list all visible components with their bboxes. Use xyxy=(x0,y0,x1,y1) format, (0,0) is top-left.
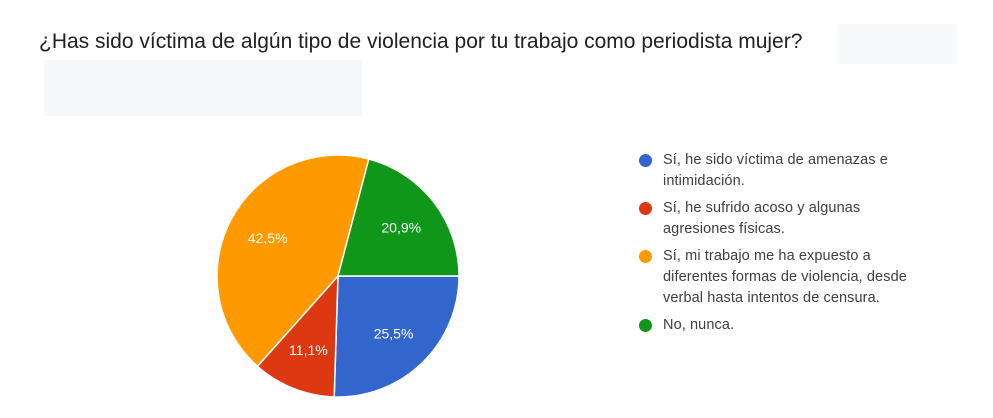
legend-dot-icon xyxy=(639,154,652,167)
redacted-area xyxy=(838,24,958,64)
slice-label-amenazas: 25,5% xyxy=(374,325,414,341)
legend-item-acoso[interactable]: Sí, he sufrido acoso y algunas agresione… xyxy=(639,198,949,240)
legend-item-violencia[interactable]: Sí, mi trabajo me ha expuesto a diferent… xyxy=(639,246,949,309)
slice-label-violencia: 42,5% xyxy=(248,230,288,246)
slice-label-acoso: 11,1% xyxy=(289,342,328,358)
chart-legend: Sí, he sido víctima de amenazas e intimi… xyxy=(639,150,949,342)
legend-dot-icon xyxy=(639,202,652,215)
legend-label: No, nunca. xyxy=(663,317,735,333)
legend-label: Sí, mi trabajo me ha expuesto a diferent… xyxy=(663,248,907,306)
legend-label: Sí, he sido víctima de amenazas e intimi… xyxy=(663,152,888,189)
legend-item-amenazas[interactable]: Sí, he sido víctima de amenazas e intimi… xyxy=(639,150,949,192)
chart-title: ¿Has sido víctima de algún tipo de viole… xyxy=(39,30,803,53)
legend-dot-icon xyxy=(639,319,652,332)
pie-slice-violencia[interactable] xyxy=(216,154,370,368)
legend-dot-icon xyxy=(639,250,652,263)
legend-label: Sí, he sufrido acoso y algunas agresione… xyxy=(663,200,861,237)
pie-slice-amenazas[interactable] xyxy=(333,275,460,398)
pie-slice-acoso[interactable] xyxy=(256,273,339,398)
redacted-area xyxy=(44,60,362,116)
slice-label-nunca: 20,9% xyxy=(381,219,421,235)
pie-slice-nunca[interactable] xyxy=(337,158,460,277)
legend-item-nunca[interactable]: No, nunca. xyxy=(639,315,949,336)
